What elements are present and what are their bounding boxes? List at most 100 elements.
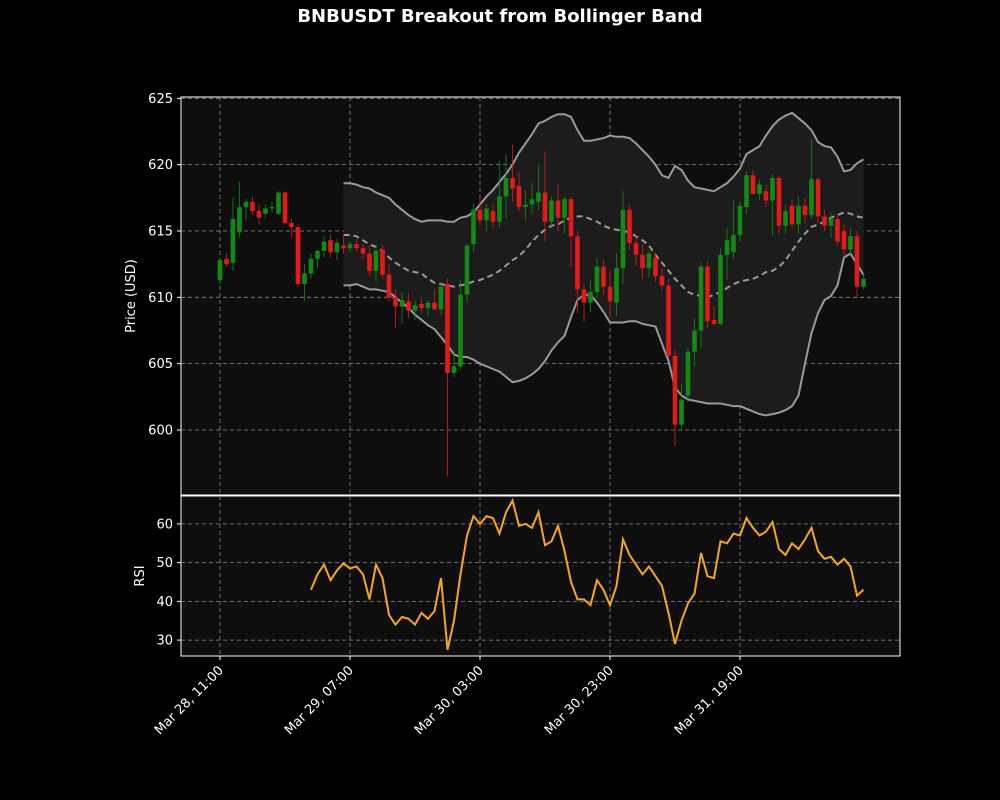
candle-body: [321, 241, 327, 251]
candle-body: [412, 305, 418, 311]
candle-body: [614, 268, 619, 303]
candle-body: [763, 191, 769, 201]
candle-body: [822, 216, 827, 226]
candle-body: [451, 366, 457, 373]
candle-body: [581, 289, 587, 303]
candle-body: [555, 200, 561, 218]
candle-body: [536, 192, 541, 202]
candle-body: [497, 196, 502, 222]
candle-body: [575, 236, 580, 290]
candle-body: [250, 201, 255, 212]
y-tick-label: 50: [156, 556, 173, 571]
candle-body: [627, 209, 632, 243]
candle-body: [445, 284, 450, 373]
candle-body: [718, 254, 723, 324]
candle-body: [263, 208, 268, 214]
candle-body: [620, 209, 626, 269]
candle-body: [237, 207, 242, 233]
candle-body: [471, 209, 476, 245]
chart-title: BNBUSDT Breakout from Bollinger Band: [297, 6, 702, 27]
band-line: [343, 211, 864, 299]
candle-body: [230, 219, 236, 263]
candle-body: [406, 301, 411, 311]
candle-body: [711, 319, 717, 324]
y-tick-label: 610: [148, 291, 173, 306]
y-axis-label: Price (USD): [124, 259, 139, 333]
candle-body: [289, 223, 294, 228]
candle-body: [419, 303, 424, 308]
candle-body: [679, 399, 684, 425]
candle-body: [861, 278, 866, 287]
candle-body: [529, 199, 535, 205]
candle-body: [438, 286, 444, 310]
y-tick-label: 625: [148, 92, 173, 107]
y-tick-label: 40: [156, 595, 173, 610]
candle-body: [282, 192, 288, 224]
candle-body: [243, 201, 249, 208]
candle-body: [510, 177, 515, 189]
candle-body: [724, 240, 730, 255]
candle-body: [503, 177, 509, 197]
candle-body: [588, 292, 593, 303]
candle-body: [484, 208, 489, 221]
candle-body: [685, 351, 691, 396]
candle-body: [770, 177, 775, 201]
candle-body: [796, 205, 801, 225]
candle-body: [256, 211, 262, 218]
candle-body: [367, 253, 372, 271]
candle-body: [516, 185, 522, 208]
candle-body: [549, 200, 554, 222]
candle-body: [380, 249, 385, 275]
candle-body: [523, 204, 528, 208]
candle-body: [828, 219, 834, 226]
candle-body: [802, 205, 808, 216]
candle-body: [490, 211, 496, 222]
candle-body: [347, 244, 353, 249]
candle-body: [692, 330, 697, 352]
candle-body: [328, 240, 333, 253]
candle-body: [633, 242, 639, 255]
candle-body: [705, 266, 710, 322]
y-tick-label: 600: [148, 423, 173, 438]
band-line: [343, 252, 865, 417]
candle-body: [224, 258, 229, 265]
candle-body: [568, 199, 574, 237]
y-tick-label: 620: [148, 158, 173, 173]
candle-body: [809, 179, 814, 216]
candle-body: [854, 236, 860, 287]
candle-body: [640, 254, 645, 269]
candle-body: [425, 302, 431, 308]
y-tick-label: 30: [156, 634, 173, 649]
candle-body: [815, 179, 821, 217]
candle-body: [360, 248, 366, 254]
y-tick-label: 615: [148, 224, 173, 239]
candle-body: [783, 211, 788, 226]
candle-body: [464, 245, 470, 295]
candle-body: [744, 175, 749, 208]
candle-body: [659, 276, 665, 286]
candle-body: [776, 177, 782, 226]
candle-body: [373, 250, 379, 271]
candle-body: [653, 257, 658, 277]
candle-body: [393, 297, 398, 307]
candle-body: [848, 236, 853, 250]
candle-body: [731, 234, 736, 253]
candle-body: [750, 175, 756, 194]
candle-body: [269, 207, 275, 209]
candle-body: [276, 192, 281, 214]
candle-body: [666, 285, 671, 356]
y-axis-label: RSI: [133, 565, 148, 586]
candle-body: [334, 242, 340, 253]
candle-body: [432, 302, 437, 310]
y-tick-label: 60: [156, 517, 173, 532]
candle-body: [646, 253, 652, 269]
candle-body: [757, 184, 762, 194]
candle-body: [477, 209, 483, 221]
candle-body: [386, 274, 392, 298]
candle-body: [302, 273, 307, 285]
candle-body: [601, 266, 606, 287]
candle-body: [308, 258, 314, 274]
candle-body: [542, 192, 548, 222]
